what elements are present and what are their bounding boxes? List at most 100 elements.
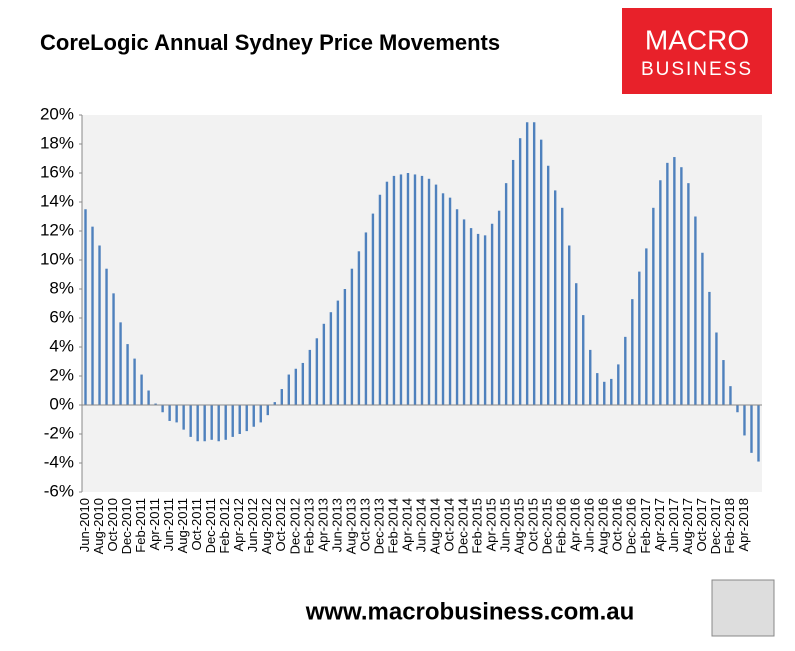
bar — [448, 197, 452, 405]
bar — [287, 374, 291, 405]
bar — [420, 175, 424, 405]
bar — [532, 122, 536, 405]
bar — [743, 405, 746, 436]
bar — [350, 268, 354, 405]
x-tick-label: Dec-2014 — [455, 498, 470, 554]
bar — [140, 374, 143, 405]
x-tick-label: Jun-2016 — [582, 498, 597, 552]
bar — [147, 390, 150, 405]
bar — [210, 405, 213, 440]
bar — [497, 210, 501, 405]
bar — [301, 362, 305, 405]
bar — [189, 405, 192, 437]
bar — [266, 405, 269, 416]
x-tick-label: Oct-2015 — [526, 498, 541, 551]
bar — [273, 402, 276, 405]
bar — [568, 245, 571, 405]
bar — [245, 405, 248, 432]
bar — [455, 209, 459, 405]
chart-title: CoreLogic Annual Sydney Price Movements — [40, 30, 500, 55]
x-tick-label: Dec-2017 — [708, 498, 723, 554]
bar — [231, 405, 234, 437]
x-tick-label: Oct-2017 — [694, 498, 709, 551]
bar — [659, 180, 662, 405]
x-tick-label: Apr-2016 — [568, 498, 583, 551]
bar — [631, 299, 634, 405]
x-tick-label: Feb-2014 — [385, 498, 400, 554]
y-tick-label: 10% — [40, 249, 74, 268]
x-tick-label: Dec-2015 — [540, 498, 555, 554]
y-tick-label: 4% — [49, 336, 74, 355]
x-tick-label: Jun-2017 — [666, 498, 681, 552]
bar — [98, 245, 101, 405]
x-tick-label: Jun-2013 — [329, 498, 344, 552]
y-tick-label: -2% — [44, 423, 74, 442]
x-tick-label: Aug-2012 — [259, 498, 274, 554]
logo-box — [622, 8, 772, 94]
x-tick-label: Jun-2014 — [413, 498, 428, 552]
bar — [652, 207, 655, 405]
bar — [329, 312, 333, 405]
bar — [589, 349, 592, 405]
y-tick-label: -4% — [44, 452, 74, 471]
x-tick-label: Jun-2015 — [498, 498, 513, 552]
bar — [413, 174, 417, 405]
bar — [603, 381, 606, 405]
y-tick-label: 8% — [49, 278, 74, 297]
x-tick-label: Feb-2013 — [301, 498, 316, 554]
bar — [462, 219, 466, 405]
y-tick-label: 12% — [40, 220, 74, 239]
bar — [336, 300, 340, 405]
y-tick-label: 18% — [40, 133, 74, 152]
bar — [469, 228, 473, 405]
bar — [708, 291, 711, 405]
bar — [378, 194, 382, 405]
bar — [694, 216, 697, 405]
x-tick-label: Feb-2018 — [722, 498, 737, 554]
bar — [168, 405, 171, 421]
bar — [511, 159, 515, 405]
x-tick-label: Dec-2013 — [371, 498, 386, 554]
bar — [161, 405, 164, 413]
x-tick-label: Jun-2011 — [161, 498, 176, 551]
x-tick-label: Aug-2014 — [427, 498, 442, 554]
bar — [504, 183, 508, 405]
bar — [322, 323, 326, 405]
x-tick-label: Aug-2011 — [175, 498, 190, 553]
bar — [553, 190, 557, 405]
x-tick-label: Apr-2011 — [147, 498, 162, 551]
bar — [680, 167, 683, 405]
bar — [546, 165, 550, 405]
x-tick-label: Dec-2011 — [203, 498, 218, 553]
bar — [490, 223, 494, 405]
x-tick-label: Apr-2018 — [736, 498, 751, 551]
x-tick-label: Apr-2015 — [484, 498, 499, 551]
x-tick-label: Oct-2011 — [189, 498, 204, 551]
logo-image — [711, 579, 775, 637]
bar — [582, 315, 585, 405]
y-tick-label: 6% — [49, 307, 74, 326]
bar — [575, 283, 578, 405]
bar — [483, 235, 487, 405]
bar — [238, 405, 241, 434]
bar — [154, 403, 157, 405]
bar — [518, 138, 522, 405]
bar — [624, 336, 627, 405]
x-tick-label: Feb-2012 — [217, 498, 232, 554]
x-tick-label: Feb-2011 — [133, 498, 148, 553]
bar — [315, 338, 319, 405]
x-tick-label: Oct-2016 — [610, 498, 625, 551]
bar — [561, 207, 564, 405]
bar — [364, 232, 368, 405]
x-tick-label: Feb-2015 — [470, 498, 485, 554]
x-tick-label: Aug-2013 — [343, 498, 358, 554]
bar — [280, 389, 283, 405]
bar — [217, 405, 220, 442]
footer: www.macrobusiness.com.au — [305, 598, 635, 625]
bar — [392, 175, 396, 405]
bar — [308, 349, 312, 405]
x-tick-label: Oct-2010 — [105, 498, 120, 551]
bar — [729, 386, 732, 405]
x-tick-label: Jun-2010 — [77, 498, 92, 552]
